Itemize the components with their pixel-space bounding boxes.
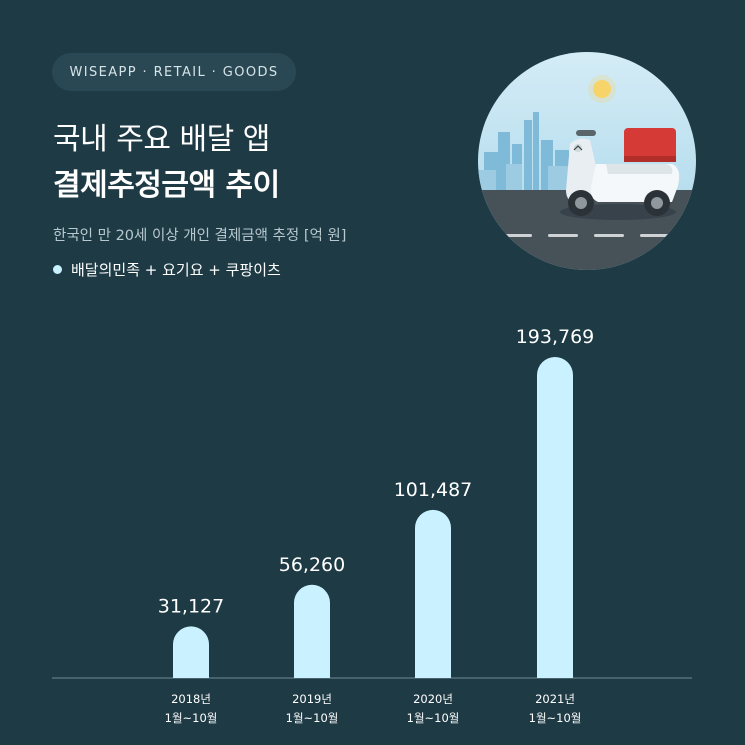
x-tick-label-2-1: 1월~10월 bbox=[407, 711, 460, 725]
chart-title-line1: 국내 주요 배달 앱 bbox=[53, 122, 270, 157]
data-label-2: 101,487 bbox=[394, 479, 473, 501]
x-tick-label-3-1: 1월~10월 bbox=[529, 711, 582, 725]
bar-1 bbox=[294, 584, 330, 678]
bar-2 bbox=[415, 509, 451, 678]
x-tick-label-2-0: 2020년 bbox=[413, 692, 453, 706]
legend-marker bbox=[53, 265, 62, 274]
chart-subtitle: 한국인 만 20세 이상 개인 결제금액 추정 [억 원] bbox=[53, 228, 347, 244]
chart-title-line2: 결제추정금액 추이 bbox=[53, 168, 280, 203]
bar-3 bbox=[537, 357, 573, 678]
legend: 배달의민족 + 요기요 + 쿠팡이츠 bbox=[53, 259, 281, 280]
brand-badge: WISEAPP · RETAIL · GOODS bbox=[52, 53, 296, 91]
bar-0 bbox=[173, 626, 209, 678]
data-label-3: 193,769 bbox=[516, 326, 595, 348]
x-tick-label-3-0: 2021년 bbox=[535, 692, 575, 706]
data-label-0: 31,127 bbox=[158, 595, 224, 617]
delivery-scooter-icon bbox=[478, 52, 696, 270]
x-tick-label-0-0: 2018년 bbox=[171, 692, 211, 706]
x-tick-label-0-1: 1월~10월 bbox=[165, 711, 218, 725]
x-tick-label-1-0: 2019년 bbox=[292, 692, 332, 706]
x-tick-label-1-1: 1월~10월 bbox=[286, 711, 339, 725]
legend-label: 배달의민족 + 요기요 + 쿠팡이츠 bbox=[71, 261, 281, 279]
data-label-1: 56,260 bbox=[279, 554, 345, 576]
